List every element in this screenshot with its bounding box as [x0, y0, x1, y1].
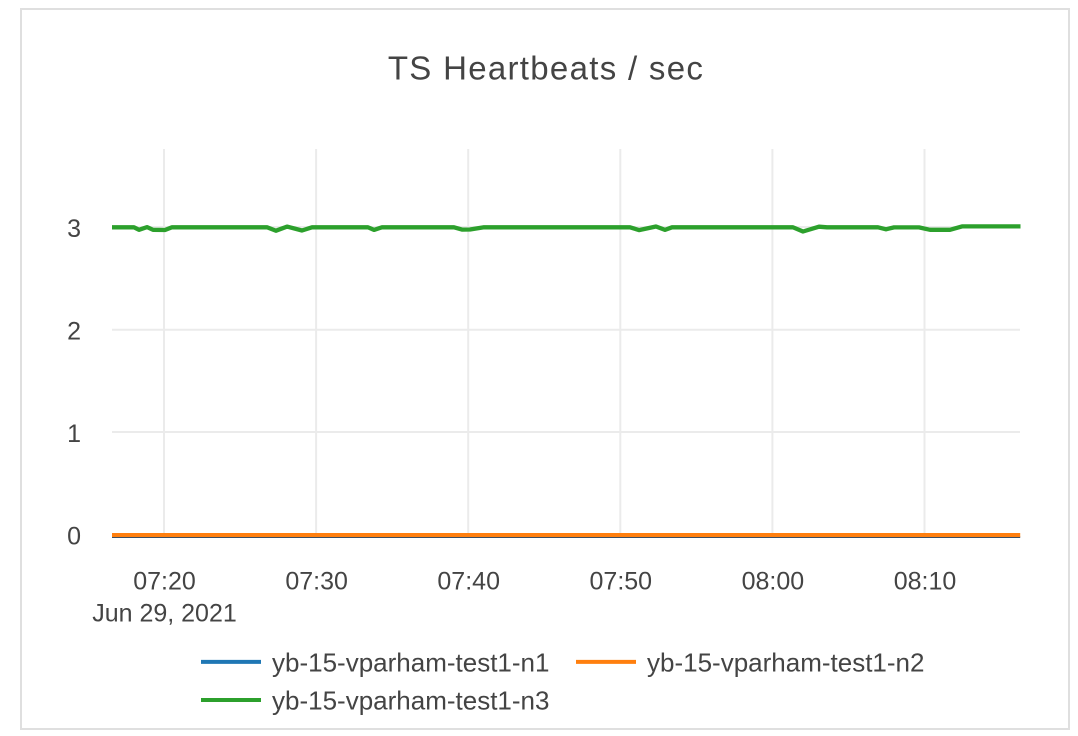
svg-text:07:50: 07:50: [590, 568, 653, 596]
svg-text:08:00: 08:00: [742, 568, 805, 596]
svg-text:1: 1: [67, 420, 81, 448]
svg-text:yb-15-vparham-test1-n1: yb-15-vparham-test1-n1: [272, 648, 549, 678]
svg-text:TS Heartbeats / sec: TS Heartbeats / sec: [388, 50, 704, 87]
svg-text:07:30: 07:30: [285, 568, 348, 596]
svg-text:07:40: 07:40: [437, 568, 500, 596]
svg-text:08:10: 08:10: [894, 568, 957, 596]
svg-text:2: 2: [67, 317, 81, 345]
svg-text:Jun 29, 2021: Jun 29, 2021: [92, 599, 237, 627]
svg-text:yb-15-vparham-test1-n3: yb-15-vparham-test1-n3: [272, 686, 549, 716]
svg-text:yb-15-vparham-test1-n2: yb-15-vparham-test1-n2: [647, 648, 924, 678]
svg-text:0: 0: [67, 522, 81, 550]
svg-text:07:20: 07:20: [133, 568, 196, 596]
svg-text:3: 3: [67, 215, 81, 243]
